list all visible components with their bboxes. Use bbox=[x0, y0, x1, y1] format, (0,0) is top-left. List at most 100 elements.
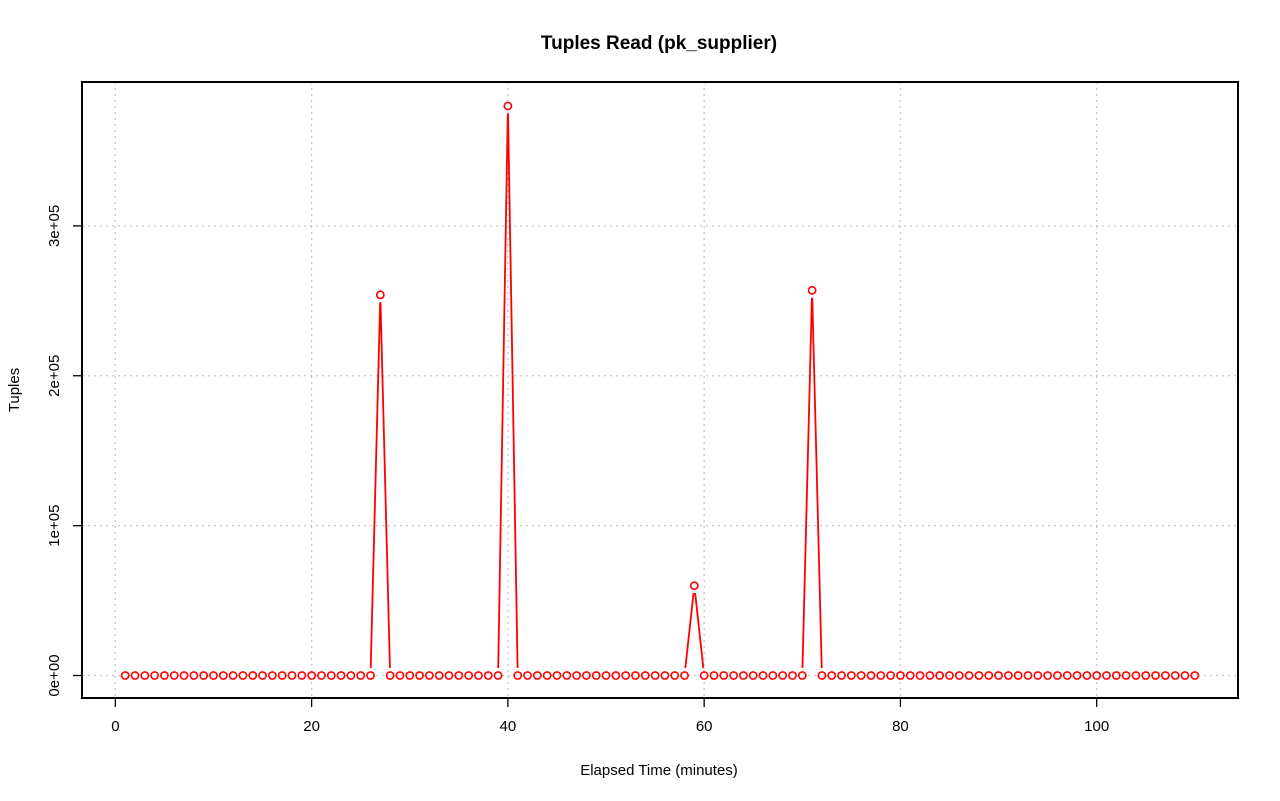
data-point bbox=[1170, 671, 1180, 680]
data-point bbox=[464, 671, 474, 680]
data-point bbox=[1072, 671, 1082, 680]
data-point bbox=[650, 671, 660, 680]
data-point bbox=[120, 671, 130, 680]
data-point bbox=[562, 671, 572, 680]
data-point bbox=[160, 671, 169, 680]
data-point bbox=[150, 671, 160, 680]
data-point bbox=[317, 671, 326, 680]
y-axis-title: Tuples bbox=[6, 368, 23, 412]
data-point bbox=[1033, 671, 1043, 680]
data-point bbox=[572, 671, 581, 680]
data-point bbox=[1062, 671, 1072, 680]
data-point bbox=[444, 671, 454, 680]
x-tick-label: 80 bbox=[892, 718, 909, 735]
data-point bbox=[307, 671, 317, 680]
data-point bbox=[866, 671, 876, 680]
data-point bbox=[591, 671, 601, 680]
data-point bbox=[974, 671, 984, 680]
data-point bbox=[886, 671, 896, 680]
data-point bbox=[267, 671, 277, 680]
data-point bbox=[1043, 671, 1053, 680]
data-point bbox=[1082, 671, 1092, 680]
data-point bbox=[474, 671, 483, 680]
data-point bbox=[709, 671, 719, 680]
data-point bbox=[228, 671, 238, 680]
data-point bbox=[1121, 671, 1131, 680]
data-point bbox=[778, 671, 788, 680]
data-point bbox=[856, 671, 866, 680]
data-point bbox=[189, 671, 199, 680]
data-point bbox=[837, 671, 846, 680]
data-point bbox=[248, 671, 258, 680]
data-point bbox=[297, 671, 307, 680]
data-point bbox=[817, 671, 827, 680]
data-point bbox=[748, 671, 758, 680]
data-point bbox=[218, 671, 228, 680]
y-tick-label: 0e+00 bbox=[46, 654, 63, 696]
data-point bbox=[954, 671, 964, 680]
data-point bbox=[994, 671, 1003, 680]
data-point bbox=[552, 671, 562, 680]
y-tick-label: 2e+05 bbox=[46, 355, 63, 397]
data-point bbox=[405, 671, 415, 680]
data-point bbox=[896, 671, 905, 680]
data-point bbox=[1023, 671, 1033, 680]
data-point bbox=[238, 671, 248, 680]
data-point bbox=[797, 671, 807, 680]
y-tick-label: 1e+05 bbox=[46, 505, 63, 547]
data-point bbox=[1013, 671, 1023, 680]
data-point bbox=[788, 671, 797, 680]
x-tick-label: 0 bbox=[111, 718, 119, 735]
data-point bbox=[1160, 671, 1170, 680]
data-point bbox=[807, 285, 817, 295]
series-line bbox=[369, 113, 823, 669]
data-point bbox=[169, 671, 179, 680]
data-point bbox=[611, 671, 621, 680]
data-point bbox=[277, 671, 287, 680]
data-point bbox=[1092, 671, 1102, 680]
x-tick-label: 40 bbox=[500, 718, 517, 735]
data-point bbox=[1190, 671, 1200, 680]
data-point bbox=[827, 671, 837, 680]
data-point bbox=[1102, 671, 1111, 680]
data-point bbox=[130, 671, 140, 680]
data-point bbox=[199, 671, 209, 680]
data-point bbox=[395, 671, 405, 680]
data-point bbox=[1180, 671, 1190, 680]
data-point bbox=[601, 671, 611, 680]
data-point bbox=[699, 671, 709, 680]
data-point bbox=[739, 671, 748, 680]
y-tick-label: 3e+05 bbox=[46, 205, 63, 247]
data-point bbox=[336, 671, 346, 680]
data-point bbox=[689, 581, 699, 590]
data-point bbox=[1141, 671, 1151, 680]
data-point bbox=[719, 671, 729, 680]
data-point bbox=[346, 671, 356, 680]
data-point bbox=[454, 671, 464, 680]
data-point bbox=[287, 671, 297, 680]
data-point bbox=[424, 671, 434, 680]
x-tick-label: 20 bbox=[303, 718, 320, 735]
data-point bbox=[542, 671, 552, 680]
data-point bbox=[1131, 671, 1141, 680]
data-point bbox=[582, 671, 591, 680]
data-point bbox=[1053, 671, 1062, 680]
data-point bbox=[1003, 671, 1013, 680]
data-point bbox=[631, 671, 640, 680]
plot-frame bbox=[81, 81, 1239, 699]
data-series bbox=[120, 101, 1200, 680]
data-point bbox=[503, 101, 513, 111]
data-point bbox=[258, 671, 267, 680]
x-tick-label: 100 bbox=[1084, 718, 1109, 735]
data-point bbox=[1111, 671, 1121, 680]
data-point bbox=[680, 671, 689, 680]
data-point bbox=[729, 671, 738, 680]
data-point bbox=[179, 671, 189, 680]
data-point bbox=[945, 671, 954, 680]
data-point bbox=[532, 671, 542, 680]
data-point bbox=[140, 671, 150, 680]
data-point bbox=[925, 671, 935, 680]
data-point bbox=[375, 290, 385, 300]
chart-title: Tuples Read (pk_supplier) bbox=[541, 33, 777, 54]
x-axis-title: Elapsed Time (minutes) bbox=[580, 762, 738, 779]
